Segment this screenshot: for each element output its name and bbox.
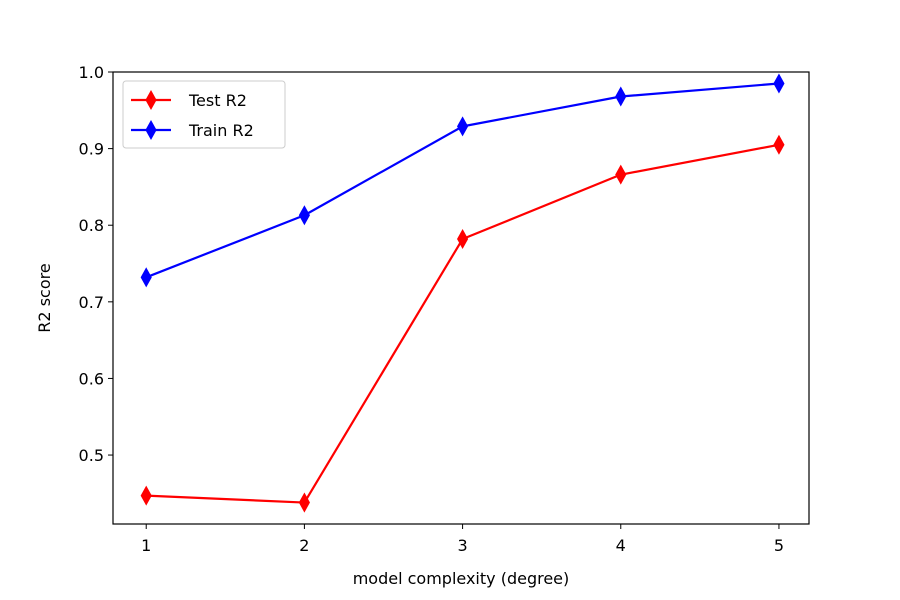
series-line (146, 143, 780, 504)
data-point (140, 485, 152, 506)
data-point (298, 492, 310, 513)
legend-item: Train R2 (131, 119, 254, 141)
y-axis-label: R2 score (35, 263, 54, 332)
legend-label: Train R2 (188, 121, 254, 140)
legend-label: Test R2 (188, 91, 247, 110)
legend-box (122, 80, 286, 149)
y-tick-label: 1.0 (79, 63, 104, 82)
data-point (773, 73, 785, 94)
x-tick-label: 2 (299, 536, 309, 555)
series-layer (140, 73, 785, 513)
axes-frame (112, 71, 810, 525)
data-point (615, 86, 627, 107)
legend: Test R2 Train R2 (122, 80, 286, 149)
legend-marker (145, 89, 157, 111)
y-tick-label: 0.8 (79, 216, 104, 235)
data-point (140, 267, 152, 288)
x-tick-label: 1 (141, 536, 151, 555)
y-tick-label: 0.9 (79, 140, 104, 159)
data-point (457, 116, 469, 137)
x-tick-label: 4 (616, 536, 626, 555)
legend-marker (145, 119, 157, 141)
x-axis-label: model complexity (degree) (353, 569, 570, 588)
x-axis-ticks: 1 2 3 4 5 (141, 524, 784, 555)
x-tick-label: 5 (774, 536, 784, 555)
x-tick-label: 3 (457, 536, 467, 555)
y-tick-label: 0.7 (79, 293, 104, 312)
series-test-r2 (140, 134, 785, 513)
data-point (615, 164, 627, 185)
y-axis-ticks: 0.5 0.6 0.7 0.8 0.9 1.0 (79, 63, 113, 465)
data-point (298, 205, 310, 226)
data-point (457, 228, 469, 250)
legend-item: Test R2 (131, 89, 247, 111)
data-point (773, 134, 785, 155)
y-tick-label: 0.6 (79, 369, 104, 388)
y-tick-label: 0.5 (79, 446, 104, 465)
series-train-r2 (140, 73, 785, 288)
